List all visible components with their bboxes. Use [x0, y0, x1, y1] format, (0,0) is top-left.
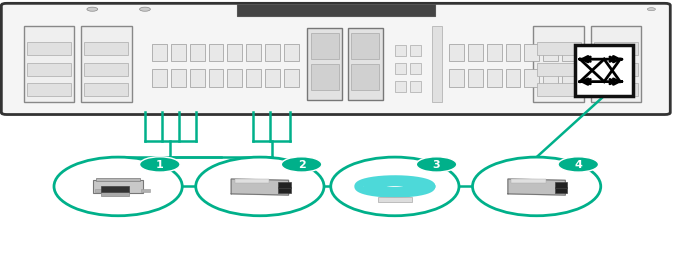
- Text: 2: 2: [298, 160, 305, 170]
- Bar: [171, 70, 186, 88]
- Bar: [395, 64, 406, 75]
- Bar: [24, 27, 74, 103]
- Bar: [190, 70, 205, 88]
- Bar: [351, 34, 379, 60]
- Bar: [449, 44, 464, 62]
- Bar: [101, 186, 129, 192]
- Bar: [278, 182, 291, 188]
- Bar: [591, 27, 641, 103]
- Circle shape: [558, 157, 599, 172]
- Bar: [487, 70, 502, 88]
- Bar: [395, 46, 406, 57]
- Bar: [152, 44, 167, 62]
- Polygon shape: [231, 179, 289, 195]
- Ellipse shape: [196, 157, 324, 216]
- Bar: [533, 27, 584, 103]
- Bar: [265, 70, 280, 88]
- Bar: [101, 192, 129, 196]
- Bar: [142, 189, 149, 192]
- Bar: [348, 29, 383, 100]
- Bar: [506, 44, 520, 62]
- Bar: [432, 27, 442, 103]
- Bar: [284, 70, 299, 88]
- Ellipse shape: [472, 157, 601, 216]
- Bar: [594, 64, 638, 76]
- Bar: [524, 70, 539, 88]
- Bar: [235, 179, 269, 183]
- Bar: [468, 70, 483, 88]
- Bar: [487, 44, 502, 62]
- Bar: [543, 44, 558, 62]
- Circle shape: [140, 157, 180, 172]
- Circle shape: [416, 157, 457, 172]
- Bar: [278, 187, 291, 193]
- Bar: [84, 64, 128, 76]
- Bar: [562, 44, 577, 62]
- Bar: [410, 64, 421, 75]
- Bar: [27, 64, 71, 76]
- Ellipse shape: [54, 157, 182, 216]
- Bar: [410, 46, 421, 57]
- Bar: [209, 70, 223, 88]
- Bar: [84, 43, 128, 56]
- Bar: [594, 84, 638, 97]
- Bar: [96, 178, 140, 182]
- Bar: [524, 44, 539, 62]
- Bar: [575, 46, 633, 97]
- Bar: [310, 65, 339, 90]
- Bar: [468, 44, 483, 62]
- Bar: [395, 81, 406, 93]
- Bar: [410, 81, 421, 93]
- Bar: [81, 27, 132, 103]
- Circle shape: [281, 157, 322, 172]
- Bar: [543, 70, 558, 88]
- Polygon shape: [508, 179, 565, 195]
- Bar: [246, 70, 261, 88]
- Bar: [227, 44, 242, 62]
- Bar: [92, 180, 143, 194]
- Bar: [246, 44, 261, 62]
- Text: 4: 4: [574, 160, 583, 170]
- Circle shape: [140, 8, 151, 12]
- Bar: [265, 44, 280, 62]
- Bar: [310, 34, 339, 60]
- Bar: [594, 43, 638, 56]
- Ellipse shape: [331, 157, 459, 216]
- Bar: [237, 5, 435, 17]
- Bar: [209, 44, 223, 62]
- Circle shape: [647, 9, 655, 12]
- Bar: [171, 44, 186, 62]
- Bar: [27, 84, 71, 97]
- Bar: [537, 64, 580, 76]
- Bar: [537, 84, 580, 97]
- FancyBboxPatch shape: [1, 4, 670, 115]
- Bar: [378, 197, 412, 202]
- Bar: [84, 84, 128, 97]
- Bar: [581, 70, 596, 88]
- Bar: [351, 65, 379, 90]
- Bar: [227, 70, 242, 88]
- Bar: [284, 44, 299, 62]
- Bar: [555, 187, 567, 193]
- Bar: [307, 29, 342, 100]
- Bar: [506, 70, 520, 88]
- Text: 1: 1: [156, 160, 163, 170]
- Circle shape: [87, 8, 98, 12]
- Bar: [581, 44, 596, 62]
- Bar: [562, 70, 577, 88]
- Bar: [27, 43, 71, 56]
- Bar: [95, 189, 103, 192]
- Bar: [555, 182, 567, 188]
- Bar: [152, 70, 167, 88]
- Bar: [449, 70, 464, 88]
- Bar: [537, 43, 580, 56]
- Text: 3: 3: [433, 160, 440, 170]
- Bar: [512, 179, 546, 183]
- Bar: [190, 44, 205, 62]
